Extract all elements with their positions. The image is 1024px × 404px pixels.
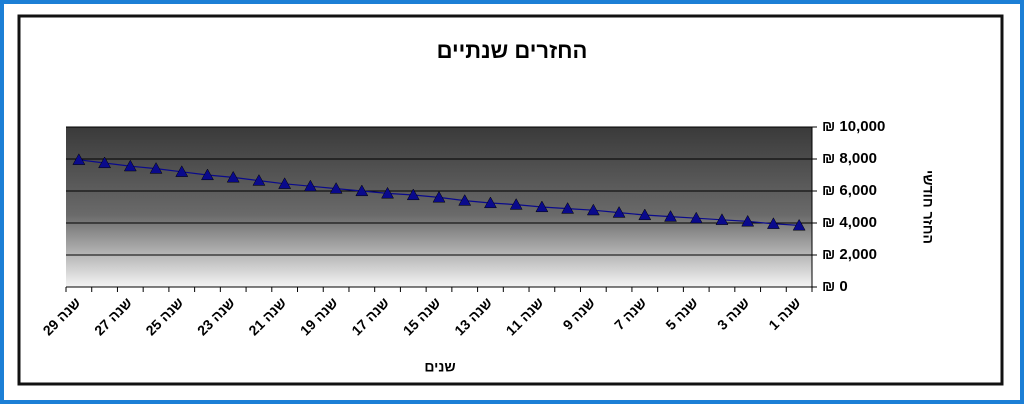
data-point — [432, 190, 446, 203]
data-point — [201, 168, 214, 181]
data-point — [741, 214, 755, 227]
data-point — [535, 200, 549, 213]
data-point — [406, 188, 420, 201]
data-point — [226, 170, 240, 183]
y-tick-label: ₪ 8,000 — [822, 150, 877, 167]
data-point — [303, 179, 317, 192]
y-tick-label: ₪ 10,000 — [822, 118, 885, 135]
data-point — [509, 198, 523, 210]
data-point — [664, 210, 677, 222]
data-point — [278, 177, 292, 189]
data-point — [689, 211, 703, 224]
y-tick-label: ₪ 4,000 — [822, 214, 877, 231]
y-tick-label: ₪ 2,000 — [822, 246, 877, 263]
data-point — [586, 203, 600, 216]
data-point — [638, 208, 652, 221]
y-tick-label: ₪ 0 — [822, 278, 848, 295]
data-point — [252, 174, 266, 186]
chart-title: החזרים שנתיים — [437, 38, 588, 63]
data-point — [175, 165, 189, 177]
data-point — [561, 202, 575, 214]
data-point — [381, 186, 394, 199]
data-point — [72, 153, 86, 165]
y-axis-title: החזר חודשי — [920, 170, 936, 244]
data-point — [484, 196, 497, 209]
data-point — [766, 217, 780, 229]
data-point — [98, 156, 112, 169]
y-tick-label: ₪ 6,000 — [822, 182, 877, 199]
x-axis-title: שנים — [424, 359, 455, 375]
data-point — [792, 218, 806, 231]
data-point — [149, 162, 163, 174]
data-point — [715, 213, 729, 225]
data-point — [458, 194, 472, 206]
plot-area — [66, 127, 812, 287]
data-point — [355, 184, 369, 197]
data-point — [329, 182, 343, 194]
data-point — [612, 206, 626, 218]
data-point — [123, 159, 137, 172]
